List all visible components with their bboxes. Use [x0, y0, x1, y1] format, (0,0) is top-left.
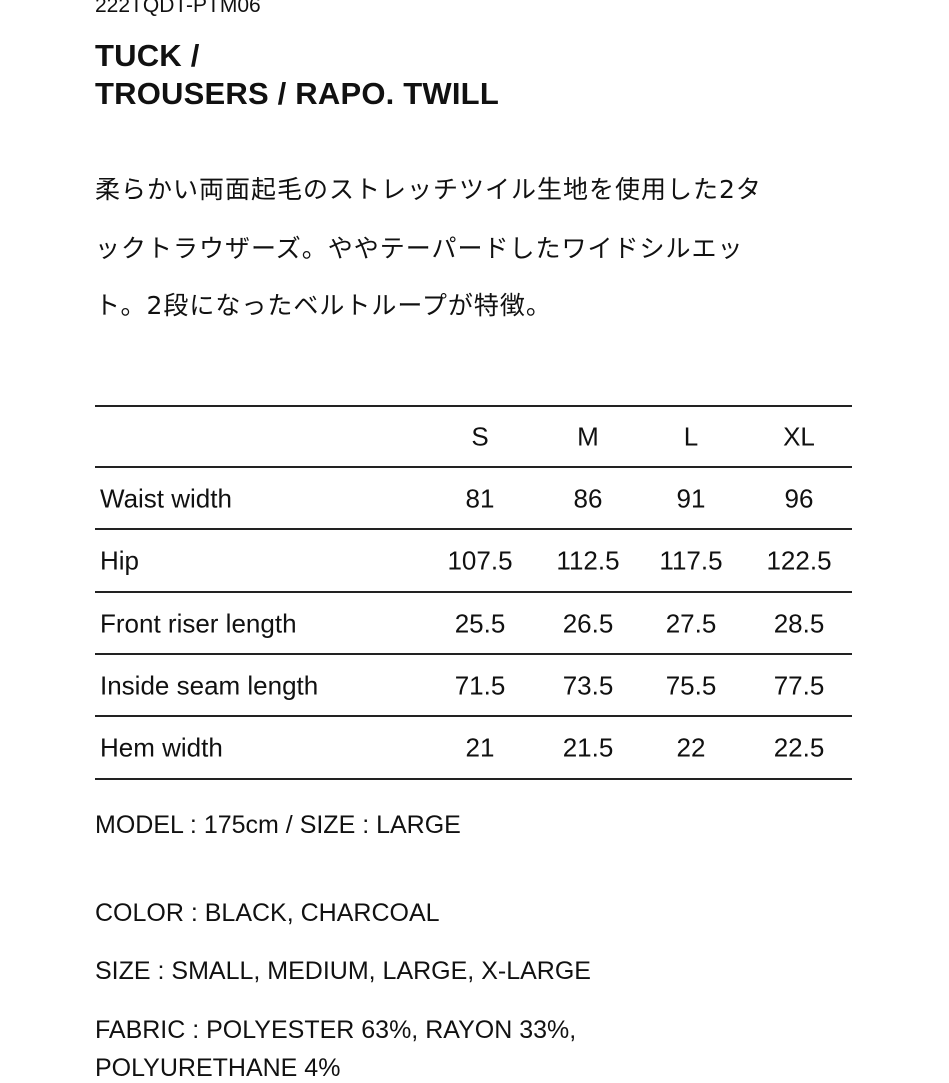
column-header: XL	[783, 421, 815, 452]
table-cell: 107.5	[447, 545, 513, 576]
table-rule	[95, 777, 852, 780]
table-rule	[95, 590, 852, 593]
table-cell: 26.5	[562, 608, 614, 639]
table-cell: 25.5	[454, 608, 506, 639]
fabric-info: POLYURETHANE 4%	[95, 1054, 341, 1082]
table-rule	[95, 652, 852, 655]
row-label: Inside seam length	[100, 670, 319, 701]
table-cell: 22	[676, 732, 706, 763]
table-rule	[95, 528, 852, 531]
description-line: ト。2段になったベルトループが特徴。	[95, 291, 552, 320]
row-label: Front riser length	[100, 608, 297, 639]
table-cell: 27.5	[665, 608, 717, 639]
table-cell: 117.5	[659, 545, 723, 576]
column-header: L	[683, 421, 699, 452]
table-cell: 75.5	[665, 670, 717, 701]
size-info: SIZE : SMALL, MEDIUM, LARGE, X-LARGE	[95, 957, 591, 985]
product-code: 222TQDT-PTM06	[95, 0, 261, 17]
table-cell: 112.5	[556, 545, 620, 576]
table-cell: 21	[465, 732, 495, 763]
table-cell: 91	[676, 483, 706, 514]
description-line: ックトラウザーズ。ややテーパードしたワイドシルエッ	[95, 234, 744, 263]
description-line: 柔らかい両面起毛のストレッチツイル生地を使用した2タ	[95, 175, 762, 204]
table-rule	[95, 466, 852, 468]
table-cell: 122.5	[766, 545, 832, 576]
row-label: Waist width	[100, 483, 232, 514]
column-header: S	[471, 421, 489, 452]
table-cell: 73.5	[562, 670, 614, 701]
column-header: M	[577, 421, 599, 452]
table-cell: 71.5	[454, 670, 506, 701]
color-info: COLOR : BLACK, CHARCOAL	[95, 899, 440, 927]
fabric-info: FABRIC : POLYESTER 63%, RAYON 33%,	[95, 1016, 577, 1044]
table-rule	[95, 715, 852, 718]
table-cell: 21.5	[562, 732, 614, 763]
table-cell: 28.5	[773, 608, 825, 639]
table-cell: 81	[465, 483, 495, 514]
table-rule	[95, 405, 852, 407]
table-cell: 86	[573, 483, 603, 514]
row-label: Hem width	[100, 732, 223, 763]
title-line: TROUSERS / RAPO. TWILL	[95, 76, 499, 111]
table-cell: 96	[784, 483, 814, 514]
row-label: Hip	[100, 545, 140, 576]
model-info: MODEL : 175cm / SIZE : LARGE	[95, 811, 461, 839]
title-line: TUCK /	[95, 38, 200, 73]
table-cell: 77.5	[773, 670, 825, 701]
table-cell: 22.5	[773, 732, 825, 763]
